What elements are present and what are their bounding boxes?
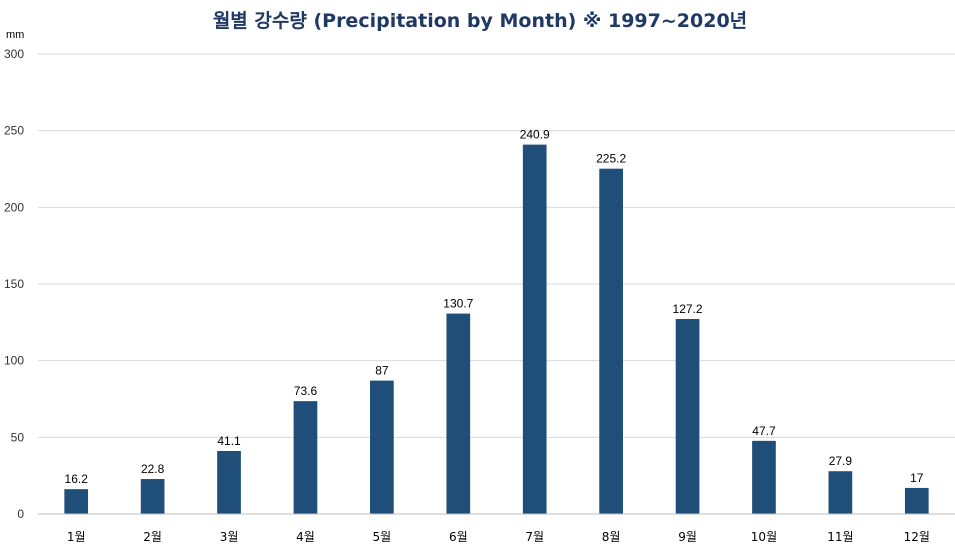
bar [828, 471, 853, 514]
y-tick-label: 250 [4, 124, 24, 138]
value-label: 127.2 [673, 302, 703, 316]
x-category-label: 6월 [449, 530, 468, 544]
bar [370, 380, 394, 514]
value-label: 41.1 [217, 434, 241, 448]
gridlines [38, 53, 955, 438]
x-category-label: 10월 [751, 530, 777, 544]
x-category-label: 7월 [525, 530, 544, 544]
value-labels: 16.2 22.8 41.1 73.6 87 130.7 240.9 225.2 127.2 47… [65, 128, 924, 487]
y-tick-label: 100 [4, 354, 24, 368]
y-tick-label: 0 [17, 507, 24, 521]
x-category-label: 9월 [678, 530, 697, 544]
bar [752, 440, 776, 514]
value-label: 73.6 [294, 384, 318, 398]
value-label: 130.7 [443, 297, 473, 311]
bar [64, 489, 89, 514]
y-tick-label: 300 [4, 47, 24, 61]
bar [522, 144, 547, 514]
chart-title: 월별 강수량 (Precipitation by Month) ※ 1997~2… [213, 10, 747, 32]
value-label: 22.8 [141, 462, 165, 476]
x-category-label: 1월 [67, 530, 86, 544]
x-category-label: 11월 [827, 530, 853, 544]
value-label: 225.2 [596, 152, 626, 166]
x-category-label: 2월 [143, 530, 162, 544]
y-tick-label: 150 [4, 277, 24, 291]
bar [446, 313, 471, 514]
x-category-label: 4월 [296, 530, 315, 544]
x-axis-categories: 1월 2월 3월 4월 5월 6월 7월 8월 9월 10월 11월 12월 [67, 530, 930, 544]
bar [217, 450, 241, 514]
x-category-label: 5월 [373, 530, 392, 544]
value-label: 47.7 [752, 424, 776, 438]
value-label: 27.9 [829, 454, 853, 468]
y-tick-label: 200 [4, 200, 24, 214]
y-axis-unit-label: mm [6, 29, 24, 41]
value-label: 240.9 [520, 128, 550, 142]
value-label: 17 [910, 471, 924, 485]
x-category-label: 12월 [904, 530, 930, 544]
bar [904, 487, 929, 514]
x-category-label: 8월 [602, 530, 621, 544]
x-category-label: 3월 [220, 530, 239, 544]
value-label: 16.2 [65, 472, 89, 486]
bars [64, 144, 929, 514]
bar [140, 479, 165, 514]
y-tick-label: 50 [11, 430, 25, 444]
bar [599, 168, 623, 514]
bar [293, 401, 318, 514]
y-axis-ticks: 0 50 100 150 200 250 300 [4, 47, 24, 521]
value-label: 87 [375, 364, 389, 378]
bar [675, 318, 700, 514]
